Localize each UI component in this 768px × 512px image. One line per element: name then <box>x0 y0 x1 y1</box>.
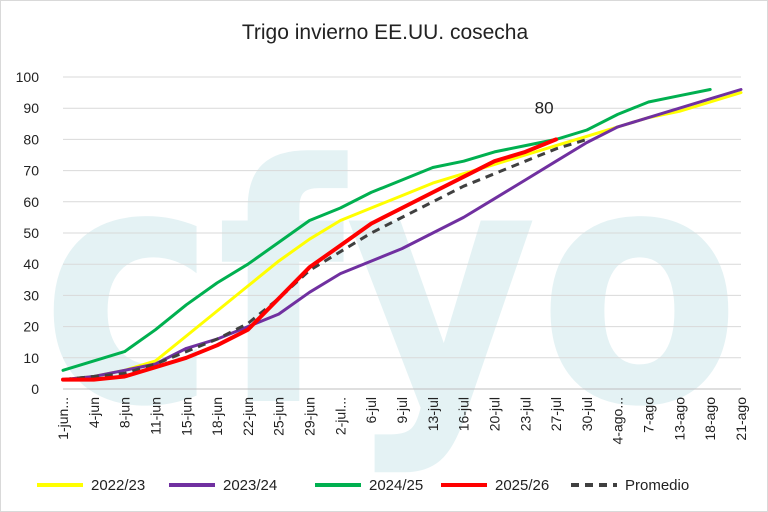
legend-label: Promedio <box>625 477 689 494</box>
gridlines <box>63 76 741 390</box>
x-tick-label: 4-ago... <box>610 397 626 444</box>
legend-label: 2025/26 <box>495 477 549 494</box>
x-tick-label: 8-jun <box>117 397 133 428</box>
x-tick-label: 21-ago <box>733 397 749 441</box>
x-tick-label: 27-jul <box>548 397 564 431</box>
y-tick-label: 0 <box>31 381 39 397</box>
x-tick-label: 29-jun <box>302 397 318 436</box>
watermark-text: cfyo <box>41 95 741 479</box>
x-tick-label: 9-jul <box>394 397 410 423</box>
x-tick-label: 25-jun <box>271 397 287 436</box>
y-tick-label: 80 <box>23 131 39 147</box>
x-tick-label: 6-jul <box>363 397 379 423</box>
series-line-2025-26 <box>61 137 559 382</box>
watermark-logo: cfyo <box>41 95 741 479</box>
series-line-2024-25 <box>61 88 712 372</box>
chart-title: Trigo invierno EE.UU. cosecha <box>242 21 529 44</box>
series-line-2023-24 <box>61 88 743 382</box>
series-lines <box>61 88 743 382</box>
y-tick-label: 20 <box>23 319 39 335</box>
y-tick-label: 60 <box>23 194 39 210</box>
y-tick-label: 50 <box>23 225 39 241</box>
y-tick-label: 90 <box>23 100 39 116</box>
x-tick-label: 13-jul <box>425 397 441 431</box>
x-tick-label: 7-ago <box>641 397 657 433</box>
legend: 2022/23 2023/24 2024/25 2025/26 Promedio <box>37 477 689 494</box>
x-tick-label: 23-jul <box>517 397 533 431</box>
y-tick-label: 100 <box>16 69 40 85</box>
x-tick-label: 4-jun <box>86 397 102 428</box>
legend-label: 2023/24 <box>223 477 277 494</box>
x-tick-label: 22-jun <box>240 397 256 436</box>
x-axis-ticks: 1-jun... 4-jun 8-jun 11-jun 15-jun 18-jun 22-j… <box>55 397 749 445</box>
x-tick-label: 13-ago <box>671 397 687 441</box>
x-tick-label: 18-jun <box>209 397 225 436</box>
x-tick-label: 2-jul... <box>332 397 348 435</box>
series-line-promedio <box>62 137 588 382</box>
x-tick-label: 16-jul <box>456 397 472 431</box>
data-label: 80 <box>535 98 554 117</box>
x-tick-label: 1-jun... <box>55 397 71 440</box>
y-tick-label: 40 <box>23 256 39 272</box>
y-tick-label: 70 <box>23 163 39 179</box>
x-tick-label: 20-jul <box>486 397 502 431</box>
y-tick-label: 30 <box>23 287 39 303</box>
x-tick-label: 11-jun <box>147 397 163 435</box>
annotations: 80 <box>535 98 554 117</box>
legend-label: 2024/25 <box>369 477 423 494</box>
x-tick-label: 30-jul <box>579 397 595 431</box>
y-tick-label: 10 <box>23 350 39 366</box>
x-tick-label: 15-jun <box>178 397 194 436</box>
y-axis-ticks: 0 10 20 30 40 50 60 70 80 90 100 <box>16 69 40 397</box>
legend-label: 2022/23 <box>91 477 145 494</box>
x-tick-label: 18-ago <box>702 397 718 441</box>
